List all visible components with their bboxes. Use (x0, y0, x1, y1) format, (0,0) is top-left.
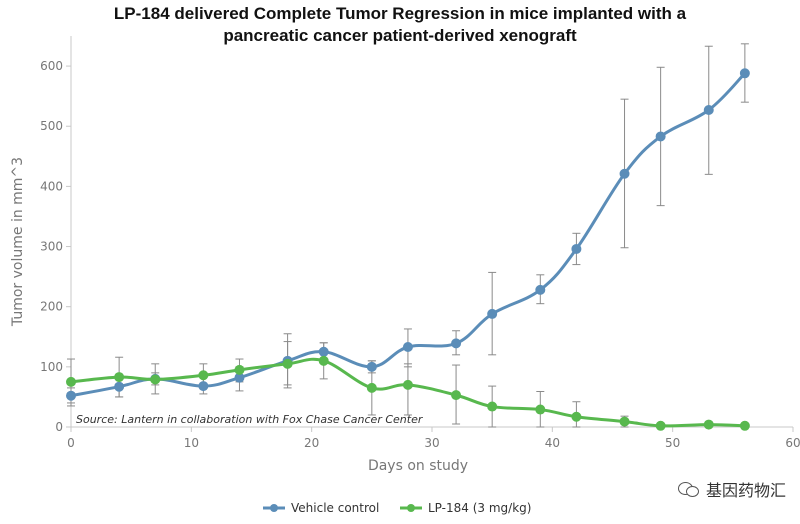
data-point-lp184 (234, 364, 245, 375)
watermark: 基因药物汇 (677, 476, 786, 502)
data-point-vehicle (66, 390, 76, 401)
data-point-vehicle (451, 338, 462, 349)
data-point-lp184 (739, 420, 750, 431)
x-axis-label: Days on study (368, 458, 468, 474)
data-point-lp184 (703, 419, 714, 430)
source-annotation: Source: Lantern in collaboration with Fo… (76, 413, 424, 426)
data-point-lp184 (655, 420, 666, 431)
legend-swatch-marker-vehicle (270, 504, 278, 512)
legend-label-vehicle: Vehicle control (291, 501, 379, 515)
y-axis-label: Tumor volume in mm^3 (10, 157, 26, 327)
y-tick-label: 400 (40, 179, 63, 193)
chart-title-line-1: LP-184 delivered Complete Tumor Regressi… (113, 4, 687, 23)
data-point-lp184 (402, 379, 413, 390)
wechat-icon (677, 480, 700, 498)
data-point-lp184 (66, 376, 76, 387)
y-tick-label: 300 (40, 240, 63, 254)
data-point-lp184 (366, 382, 377, 393)
data-point-vehicle (318, 346, 329, 357)
data-point-vehicle (402, 341, 413, 352)
x-tick-label: 60 (785, 436, 800, 450)
data-point-vehicle (655, 131, 666, 142)
data-point-vehicle (198, 381, 209, 392)
data-point-lp184 (150, 374, 161, 385)
data-point-vehicle (703, 104, 714, 115)
data-point-vehicle (366, 361, 377, 372)
chart-title-line-2: pancreatic cancer patient-derived xenogr… (223, 26, 577, 45)
data-point-lp184 (318, 355, 329, 366)
x-tick-label: 30 (424, 436, 439, 450)
data-point-vehicle (619, 168, 630, 179)
x-tick-label: 40 (545, 436, 560, 450)
data-point-vehicle (535, 284, 546, 295)
data-point-lp184 (451, 390, 462, 401)
data-point-lp184 (487, 401, 498, 412)
watermark-text: 基因药物汇 (705, 481, 786, 500)
x-tick-label: 20 (304, 436, 319, 450)
y-tick-label: 200 (40, 300, 63, 314)
data-point-vehicle (571, 243, 582, 254)
data-point-vehicle (114, 381, 125, 392)
x-tick-label: 50 (665, 436, 680, 450)
data-point-lp184 (282, 358, 293, 369)
legend-swatch-marker-lp184 (407, 504, 415, 512)
legend-label-lp184: LP-184 (3 mg/kg) (428, 501, 531, 515)
y-tick-label: 0 (55, 420, 63, 434)
y-tick-label: 500 (40, 119, 63, 133)
data-point-lp184 (114, 372, 125, 383)
data-point-lp184 (198, 370, 209, 381)
data-point-vehicle (739, 68, 750, 79)
y-tick-label: 100 (40, 360, 63, 374)
data-point-lp184 (571, 411, 582, 422)
data-point-lp184 (535, 404, 546, 415)
y-tick-label: 600 (40, 59, 63, 73)
x-tick-label: 10 (184, 436, 199, 450)
data-point-lp184 (619, 416, 630, 427)
x-tick-label: 0 (67, 436, 75, 450)
data-point-vehicle (487, 308, 498, 319)
